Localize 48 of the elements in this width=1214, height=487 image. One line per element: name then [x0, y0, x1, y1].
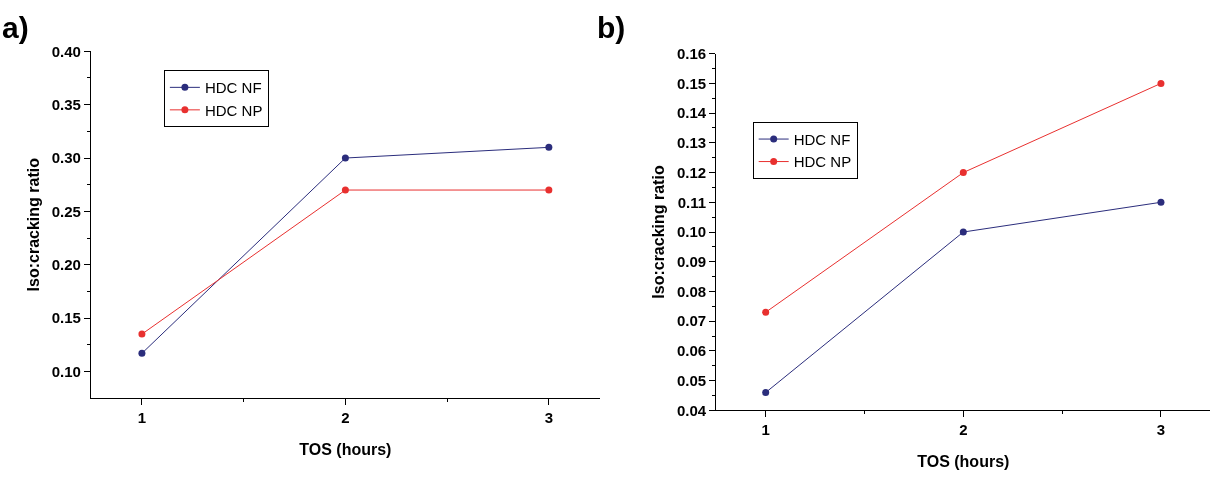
- y-tick-label: 0.05: [676, 371, 707, 389]
- x-tick-label: 2: [341, 409, 350, 427]
- y-tick-label: 0.09: [676, 252, 707, 270]
- y-tick-label: 0.15: [51, 309, 81, 327]
- x-tick-label: 1: [137, 409, 147, 427]
- y-tick-label: 0.25: [51, 202, 81, 220]
- x-tick-label: 3: [1156, 421, 1166, 439]
- y-tick-label: 0.07: [676, 312, 707, 330]
- y-tick-label: 0.12: [676, 163, 707, 181]
- point: [545, 143, 553, 151]
- legend-label: HDC NP: [204, 101, 263, 119]
- y-axis-title: Iso:cracking ratio: [649, 165, 667, 299]
- chart-title: b): [597, 11, 626, 44]
- point: [1157, 198, 1165, 206]
- y-tick-label: 0.35: [51, 95, 81, 113]
- point: [341, 186, 349, 194]
- point: [959, 169, 967, 177]
- x-tick-label: 2: [959, 421, 968, 439]
- y-tick-label: 0.15: [676, 74, 707, 92]
- legend-label: HDC NF: [204, 79, 262, 97]
- y-tick-label: 0.10: [51, 362, 81, 380]
- chart-title: a): [2, 11, 29, 44]
- legend-label: HDC NP: [793, 153, 852, 171]
- legend-label: HDC NF: [793, 130, 851, 148]
- point: [545, 186, 553, 194]
- y-tick-label: 0.06: [676, 342, 707, 360]
- point: [138, 349, 146, 357]
- y-tick-label: 0.40: [51, 42, 81, 60]
- y-tick-label: 0.11: [677, 193, 707, 211]
- point: [1157, 79, 1165, 87]
- y-tick-label: 0.04: [676, 401, 707, 419]
- y-tick-label: 0.14: [676, 104, 707, 122]
- point: [341, 154, 349, 162]
- y-tick-label: 0.20: [51, 256, 81, 273]
- point: [762, 308, 770, 316]
- point: [959, 228, 967, 236]
- y-tick-label: 0.30: [51, 149, 81, 167]
- y-tick-label: 0.13: [676, 134, 707, 152]
- x-tick-label: 3: [544, 409, 554, 427]
- y-axis-title: Iso:cracking ratio: [24, 157, 42, 292]
- x-tick-label: 1: [761, 421, 770, 439]
- y-tick-label: 0.08: [676, 282, 707, 300]
- x-axis-title: TOS (hours): [299, 440, 392, 458]
- y-tick-label: 0.10: [676, 223, 707, 241]
- point: [762, 389, 770, 397]
- point: [138, 330, 146, 338]
- x-axis-title: TOS (hours): [917, 453, 1010, 471]
- y-tick-label: 0.16: [676, 44, 707, 62]
